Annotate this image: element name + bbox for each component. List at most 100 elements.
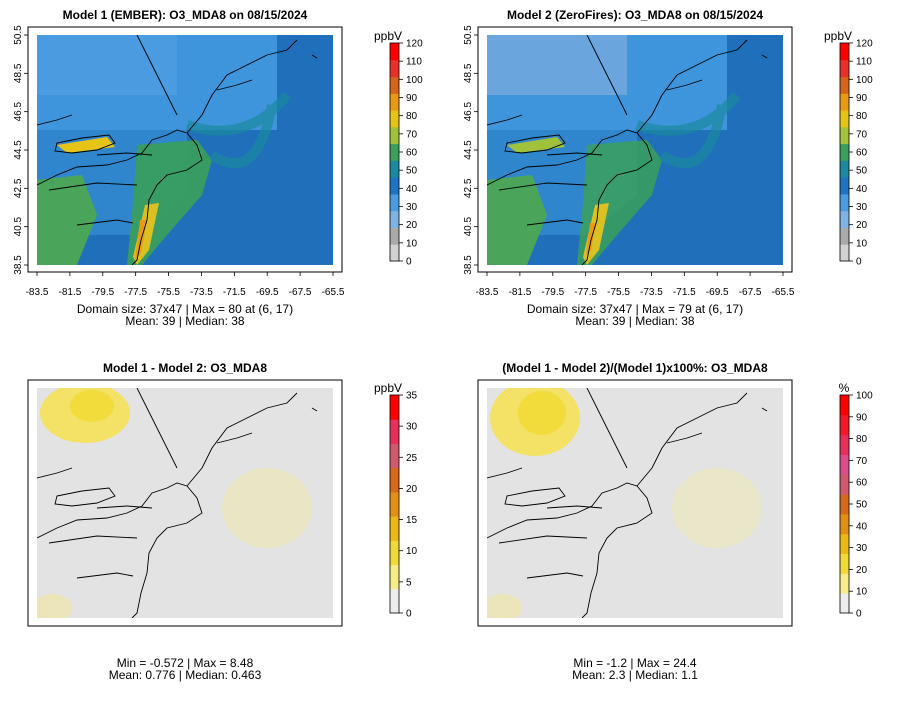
lon-axis: -83.5 -81.5 -79.5 -77.5 -75.5 -73.5 -71.5 -69.5… (26, 272, 345, 298)
colorbar-tick-label: 70 (856, 129, 868, 140)
gulf-stream-bands (185, 91, 291, 169)
colorbar-segment (840, 533, 849, 555)
colorbar-segment (840, 573, 849, 594)
offshore-light-band (222, 468, 312, 548)
lon-tick-label: -77.5 (574, 287, 597, 298)
panel-title: Model 1 (EMBER): O3_MDA8 on 08/15/2024 (63, 8, 308, 22)
lat-tick-label: 40.5 (13, 216, 24, 236)
colorbar-segment (840, 434, 849, 455)
colorbar-segment (840, 553, 849, 574)
lat-tick-label: 42.5 (13, 178, 24, 198)
lake-ontario-plume (507, 137, 565, 153)
colorbar-tick-label: 40 (406, 184, 418, 195)
colorbar-segment (840, 210, 849, 228)
colorbar-tick-label: 50 (856, 500, 868, 511)
stats-line-2: Mean: 2.3 | Median: 1.1 (572, 668, 698, 682)
colorbar-tick-label: 35 (406, 391, 418, 402)
colorbar-segment (840, 76, 849, 94)
lat-tick-label: 44.5 (13, 140, 24, 160)
lat-tick-label: 38.5 (463, 255, 474, 275)
colorbar-segment (390, 588, 399, 614)
colorbar-segment (840, 110, 849, 128)
colorbar-tick-label: 60 (856, 478, 868, 489)
colorbar-segment (390, 76, 399, 94)
colorbar-tick-label: 90 (856, 93, 868, 104)
colorbar-segment (390, 93, 399, 111)
northwest-hotspot-core (70, 390, 114, 422)
legend-title: ppbV (374, 381, 402, 395)
colorbar-segment (390, 395, 399, 420)
colorbar-tick-label: 50 (406, 166, 418, 177)
lat-tick-label: 46.5 (13, 101, 24, 121)
colorbar-tick-label: 10 (856, 587, 868, 598)
colorbar-segment (390, 540, 399, 566)
colorbar-segment (390, 419, 399, 444)
map-area (487, 35, 783, 265)
coastline (37, 35, 318, 265)
colorbar-segment (390, 110, 399, 128)
stats-line-1: Domain size: 37x47 | Max = 80 at (6, 17) (77, 302, 293, 316)
northwest-hotspot-core (518, 391, 566, 435)
map-frame (27, 26, 343, 273)
colorbar-segment (390, 210, 399, 228)
lake-ontario-plume (57, 137, 115, 153)
colorbar-segment (840, 126, 849, 145)
colorbar-outline (389, 394, 400, 614)
colorbar-tick-label: 40 (856, 521, 868, 532)
colorbar-segment (390, 126, 399, 145)
colorbar-segment (840, 160, 849, 178)
colorbar-tick-label: 60 (406, 148, 418, 159)
map-frame (27, 379, 343, 627)
colorbar-segment (840, 59, 849, 78)
lon-tick-label: -83.5 (476, 287, 499, 298)
lat-tick-label: 38.5 (13, 255, 24, 275)
colorbar-segment (840, 43, 849, 61)
colorbar-tick-label: 10 (406, 238, 418, 249)
colorbar-segment (390, 177, 399, 195)
southwest-green (487, 175, 547, 265)
lat-tick-label: 48.5 (13, 63, 24, 83)
lat-tick-label: 42.5 (463, 178, 474, 198)
colorbar-segment (840, 227, 849, 245)
lon-tick-label: -79.5 (91, 287, 114, 298)
legend-title: ppbV (374, 29, 402, 43)
colorbar-segment (390, 227, 399, 245)
colorbar-tick-label: 0 (406, 257, 412, 268)
colorbar-segment (840, 93, 849, 111)
lon-tick-label: -73.5 (640, 287, 663, 298)
colorbar-tick-label: 70 (406, 129, 418, 140)
gulf-stream-bands (635, 91, 741, 169)
lon-tick-label: -67.5 (739, 287, 762, 298)
colorbar-segment (390, 193, 399, 212)
lat-tick-label: 46.5 (463, 101, 474, 121)
lat-tick-label: 44.5 (463, 140, 474, 160)
colorbar-tick-label: 30 (856, 543, 868, 554)
colorbar-segment (390, 59, 399, 78)
colorbar: 0 10 20 30 40 50 60 70 80 90 100 110 120 (839, 39, 873, 268)
lon-tick-label: -65.5 (772, 287, 795, 298)
stats-line-1: Domain size: 37x47 | Max = 79 at (6, 17) (527, 302, 743, 316)
colorbar-tick-label: 100 (856, 391, 873, 402)
colorbar-tick-label: 30 (406, 202, 418, 213)
lon-tick-label: -83.5 (26, 287, 49, 298)
colorbar-tick-label: 100 (406, 75, 423, 86)
stats-line-2: Mean: 39 | Median: 38 (125, 314, 245, 328)
legend-title: ppbV (824, 29, 852, 43)
colorbar-tick-label: 10 (406, 546, 418, 557)
offshore-light-band (672, 468, 762, 548)
colorbar-segment (840, 177, 849, 195)
map-area (37, 388, 333, 618)
lon-tick-label: -75.5 (607, 287, 630, 298)
panel-model1: Model 1 (EMBER): O3_MDA8 on 08/15/2024 (13, 8, 423, 328)
colorbar-segment (840, 193, 849, 212)
lat-tick-label: 40.5 (463, 216, 474, 236)
colorbar: 0 10 20 30 40 50 60 70 80 90 100 110 120 (389, 39, 423, 268)
colorbar-tick-label: 20 (406, 220, 418, 231)
colorbar: 0 10 20 30 40 50 60 70 80 90 100 (839, 391, 873, 620)
colorbar-tick-label: 25 (406, 453, 418, 464)
colorbar-tick-label: 20 (406, 484, 418, 495)
colorbar-segment (840, 414, 849, 436)
southwest-light-band (37, 594, 72, 618)
legend-title: % (839, 381, 850, 395)
